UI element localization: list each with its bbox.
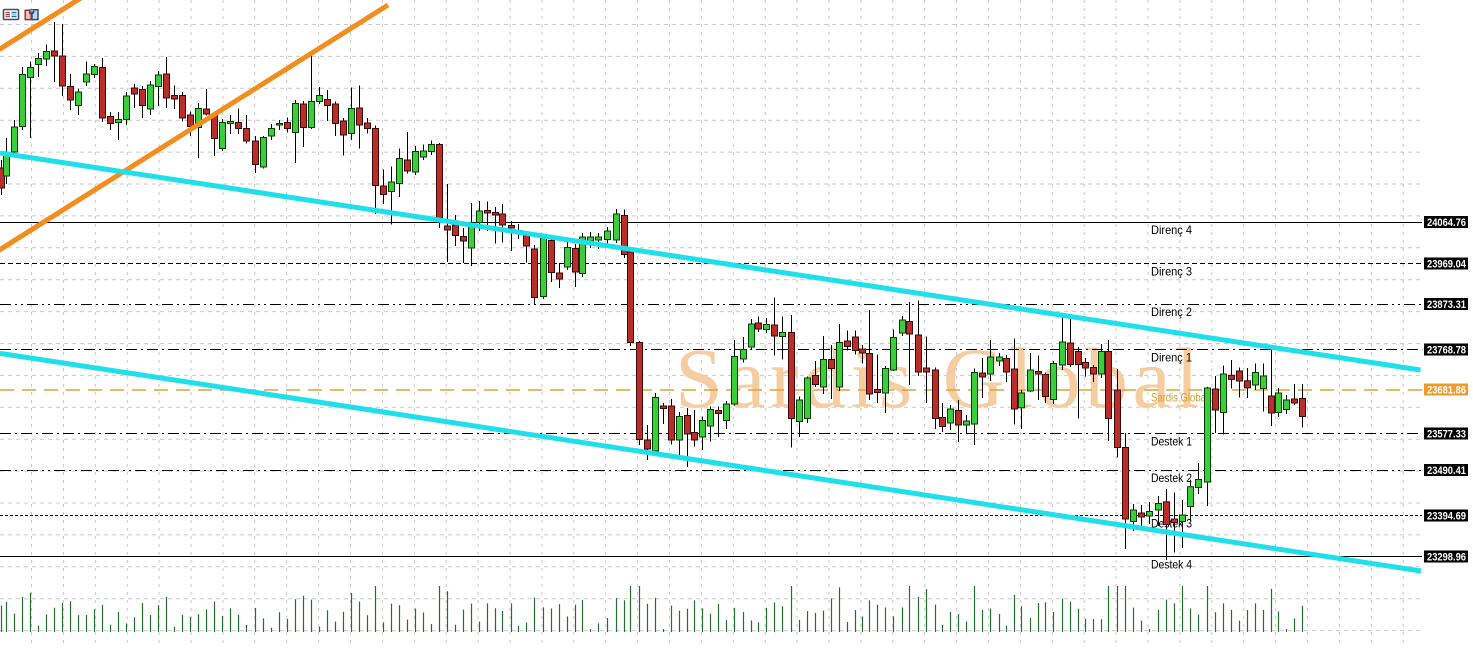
svg-text:23577.33: 23577.33: [1427, 429, 1466, 441]
svg-text:23768.78: 23768.78: [1427, 345, 1466, 357]
svg-text:Direnç 2: Direnç 2: [1151, 305, 1192, 319]
svg-text:23394.69: 23394.69: [1427, 511, 1466, 523]
svg-text:Direnç 4: Direnç 4: [1151, 223, 1192, 237]
svg-text:23873.31: 23873.31: [1427, 299, 1466, 311]
svg-text:24064.76: 24064.76: [1427, 217, 1466, 229]
svg-text:23969.04: 23969.04: [1427, 259, 1467, 271]
svg-text:23681.86: 23681.86: [1427, 385, 1466, 397]
svg-text:23490.41: 23490.41: [1427, 465, 1466, 477]
svg-text:23298.96: 23298.96: [1427, 552, 1466, 564]
svg-text:Direnç 3: Direnç 3: [1151, 265, 1192, 279]
svg-text:Destek 2: Destek 2: [1151, 471, 1192, 485]
svg-text:Direnç 1: Direnç 1: [1151, 351, 1192, 365]
svg-text:Destek 1: Destek 1: [1151, 435, 1192, 449]
svg-text:Destek 4: Destek 4: [1151, 558, 1192, 572]
svg-text:Sardis Global: Sardis Global: [1151, 391, 1208, 405]
